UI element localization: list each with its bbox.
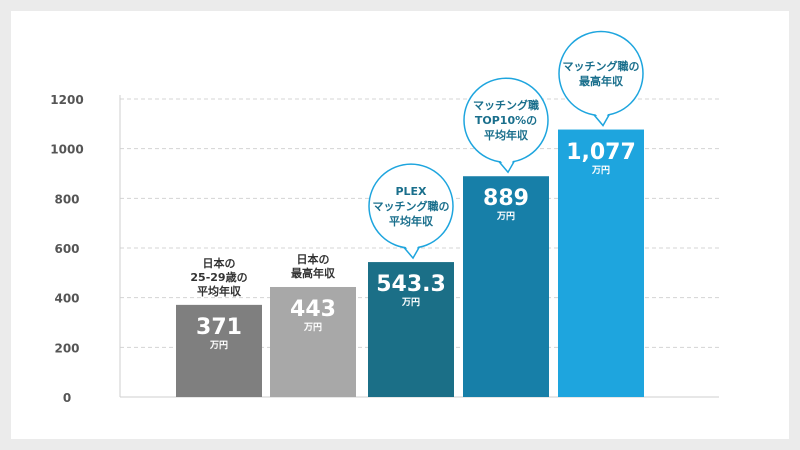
y-tick-label: 600 <box>54 242 79 256</box>
y-tick-label: 200 <box>54 341 79 355</box>
category-label: 日本の 25-29歳の 平均年収 <box>176 257 262 299</box>
y-tick-label: 800 <box>54 192 79 206</box>
category-label-line: 平均年収 <box>389 214 433 228</box>
bar-value-unit: 万円 <box>496 212 515 223</box>
category-label-line: 平均年収 <box>197 284 241 298</box>
bar-value-label: 543.3 万円 <box>368 272 454 309</box>
bubble-pointer-fill <box>403 243 420 256</box>
category-label-line: PLEX <box>395 184 427 198</box>
category-label: 日本の 最高年収 <box>270 253 356 281</box>
bar-value-label: 1,077 万円 <box>558 140 644 177</box>
y-tick-label: 400 <box>54 292 79 306</box>
bar <box>270 286 356 397</box>
category-label-line: 最高年収 <box>579 74 623 88</box>
bar <box>463 176 549 397</box>
y-tick-label: 1200 <box>50 93 83 107</box>
category-label-line: マッチング職 <box>473 98 539 112</box>
bar-value-unit: 万円 <box>401 298 420 309</box>
y-tick-label: 1000 <box>50 143 83 157</box>
bar-value-label: 443 万円 <box>270 297 356 334</box>
chart-card: 0 200 400 600 800 1000 1200 371 万円 日本の 25-29歳の 平均年… <box>11 11 789 439</box>
category-label-line: 25-29歳の <box>190 270 248 284</box>
category-label: マッチング職の 最高年収 <box>559 59 643 89</box>
bar <box>558 129 644 398</box>
bar <box>368 262 454 397</box>
bar-value-unit: 万円 <box>209 340 228 351</box>
category-label-line: マッチング職の <box>562 59 640 73</box>
category-label-line: マッチング職の <box>372 199 450 213</box>
bar-value-unit: 万円 <box>303 322 322 333</box>
bar-value-label: 371 万円 <box>176 315 262 352</box>
category-label-line: 日本の <box>202 256 236 270</box>
category-label-line: 最高年収 <box>291 266 335 280</box>
bar-value-number: 371 <box>196 314 242 340</box>
bar <box>176 304 262 397</box>
bar-value-number: 543.3 <box>376 272 446 298</box>
category-label-line: 日本の <box>296 252 330 266</box>
bar-value-number: 1,077 <box>566 139 636 165</box>
bar-value-number: 889 <box>483 186 529 212</box>
category-label-line: 平均年収 <box>484 128 528 142</box>
bar-value-unit: 万円 <box>591 165 610 176</box>
bar-value-number: 443 <box>290 296 336 322</box>
bar-chart: 0 200 400 600 800 1000 1200 <box>50 30 719 405</box>
category-label: マッチング職 TOP10%の 平均年収 <box>464 98 548 143</box>
category-label-line: TOP10%の <box>474 113 538 127</box>
category-label: PLEX マッチング職の 平均年収 <box>369 184 453 229</box>
y-tick-label: 0 <box>63 391 71 405</box>
bubble-pointer-fill <box>498 157 515 170</box>
bar-value-label: 889 万円 <box>463 186 549 223</box>
bubble-pointer-fill <box>593 110 610 123</box>
